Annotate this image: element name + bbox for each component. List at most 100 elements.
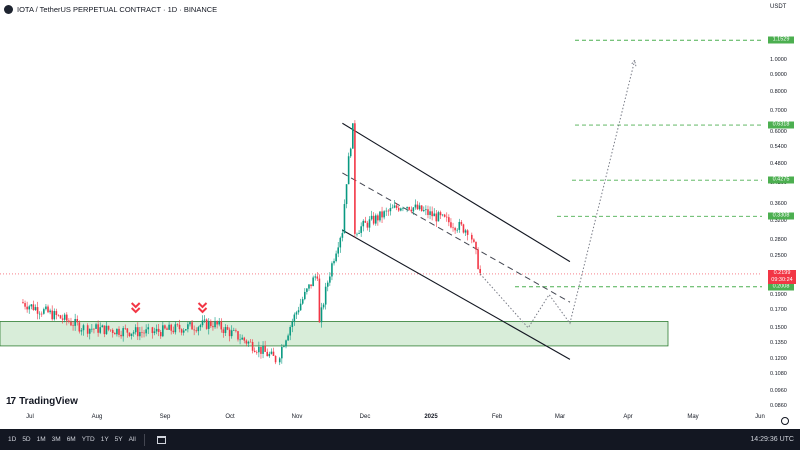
candle-body — [258, 346, 260, 353]
candle-body — [339, 237, 342, 248]
price-axis[interactable]: 1.0000 0.9000 0.8000 0.7000 0.6000 0.5400 0.48… — [758, 0, 800, 428]
candle-body — [391, 207, 394, 209]
candle-body — [120, 334, 122, 337]
candle-body — [207, 321, 210, 329]
candle-body — [310, 284, 312, 287]
candle-body — [185, 329, 187, 331]
current-price-tag: 0.2199 09:30:24 — [768, 269, 796, 284]
candle-body — [191, 322, 193, 330]
timeframe-button[interactable]: 1M — [36, 436, 46, 443]
candle-body — [420, 205, 423, 212]
price-tick-label: 0.6000 — [770, 129, 787, 136]
candle-body — [134, 327, 137, 333]
price-tick-label: 0.2500 — [770, 252, 787, 259]
timeframe-button[interactable]: 3M — [51, 436, 61, 443]
calendar-icon[interactable] — [156, 435, 166, 444]
candle-body — [260, 346, 262, 354]
candle-body — [337, 247, 340, 254]
settings-gear-icon[interactable] — [781, 417, 789, 425]
candle-body — [203, 319, 206, 321]
candle-body — [318, 278, 321, 323]
currency-unit[interactable]: USDT — [770, 4, 787, 10]
candle-body — [450, 222, 452, 228]
candle-body — [331, 263, 333, 277]
candle-body — [178, 324, 181, 330]
candle-body — [312, 277, 314, 287]
level-price-tag: 0.3308 — [768, 212, 794, 220]
candle-body — [291, 321, 294, 328]
chevron-down-marker-icon — [197, 302, 208, 309]
timeframe-button[interactable]: 6M — [66, 436, 76, 443]
time-tick-label: Sep — [159, 414, 171, 420]
timeframe-button[interactable]: 5D — [22, 436, 31, 443]
candle-body — [471, 234, 473, 240]
candle-body — [412, 207, 415, 212]
level-price-tag: 1.1529 — [768, 36, 794, 44]
price-tick-label: 0.1080 — [770, 371, 787, 378]
candle-body — [268, 353, 271, 357]
candle-body — [109, 329, 112, 331]
time-tick-label: Aug — [91, 414, 103, 420]
tradingview-logo[interactable]: 17 TradingView — [6, 396, 78, 407]
candle-body — [226, 327, 229, 330]
candle-body — [422, 210, 425, 212]
candle-body — [414, 204, 417, 208]
candle-body — [224, 327, 227, 333]
candle-body — [91, 328, 93, 330]
candle-body — [53, 311, 56, 320]
candle-body — [199, 325, 202, 328]
candle-body — [101, 325, 104, 328]
candle-body — [289, 327, 291, 336]
price-tick-label: 0.1900 — [770, 291, 787, 298]
candle-body — [383, 211, 385, 218]
candle-body — [63, 314, 66, 320]
price-tick-label: 0.1700 — [770, 307, 787, 314]
candle-body — [333, 261, 335, 264]
timeframe-button[interactable]: 5Y — [114, 436, 123, 443]
symbol-logo-icon — [4, 4, 13, 14]
candle-body — [356, 233, 358, 235]
candle-body — [314, 276, 317, 278]
price-tick-label: 1.0000 — [770, 57, 787, 64]
candle-body — [195, 330, 198, 332]
utc-clock[interactable]: 14:29:36 UTC — [750, 436, 794, 443]
candle-body — [74, 318, 76, 326]
candle-body — [116, 328, 118, 335]
candle-body — [477, 249, 479, 269]
candle-body — [479, 268, 481, 274]
candle-body — [147, 327, 150, 330]
timeframe-button[interactable]: All — [128, 436, 136, 443]
candle-body — [320, 307, 323, 323]
timeframe-buttons: 1D 5D 1M 3M 6M YTD 1Y 5Y All — [0, 436, 136, 443]
candle-body — [349, 148, 352, 157]
timeframe-button[interactable]: 1Y — [100, 436, 109, 443]
candle-body — [51, 310, 53, 320]
candle-body — [141, 332, 143, 333]
candle-body — [433, 213, 436, 217]
candle-body — [443, 214, 446, 217]
candle-body — [124, 328, 127, 329]
candle-body — [114, 333, 116, 335]
candle-body — [389, 208, 392, 212]
timeframe-button[interactable]: 1D — [8, 436, 17, 443]
candle-body — [324, 286, 327, 305]
candle-body — [36, 307, 39, 314]
candle-body — [345, 184, 348, 205]
candle-body — [66, 314, 68, 321]
candle-body — [370, 215, 373, 220]
candle-body — [326, 282, 329, 287]
candle-body — [22, 302, 24, 304]
candle-body — [220, 321, 223, 330]
level-price-tag: 0.4275 — [768, 176, 794, 184]
timeframe-button[interactable]: YTD — [81, 436, 95, 443]
candle-body — [143, 332, 145, 334]
candle-body — [251, 341, 254, 351]
candle-body — [187, 324, 189, 330]
candle-body — [295, 312, 298, 315]
candle-body — [228, 329, 231, 337]
candle-body — [145, 329, 147, 334]
symbol-header[interactable]: IOTA / TetherUS PERPETUAL CONTRACT · 1D … — [4, 3, 217, 15]
candle-body — [197, 327, 200, 332]
candle-body — [82, 325, 85, 331]
